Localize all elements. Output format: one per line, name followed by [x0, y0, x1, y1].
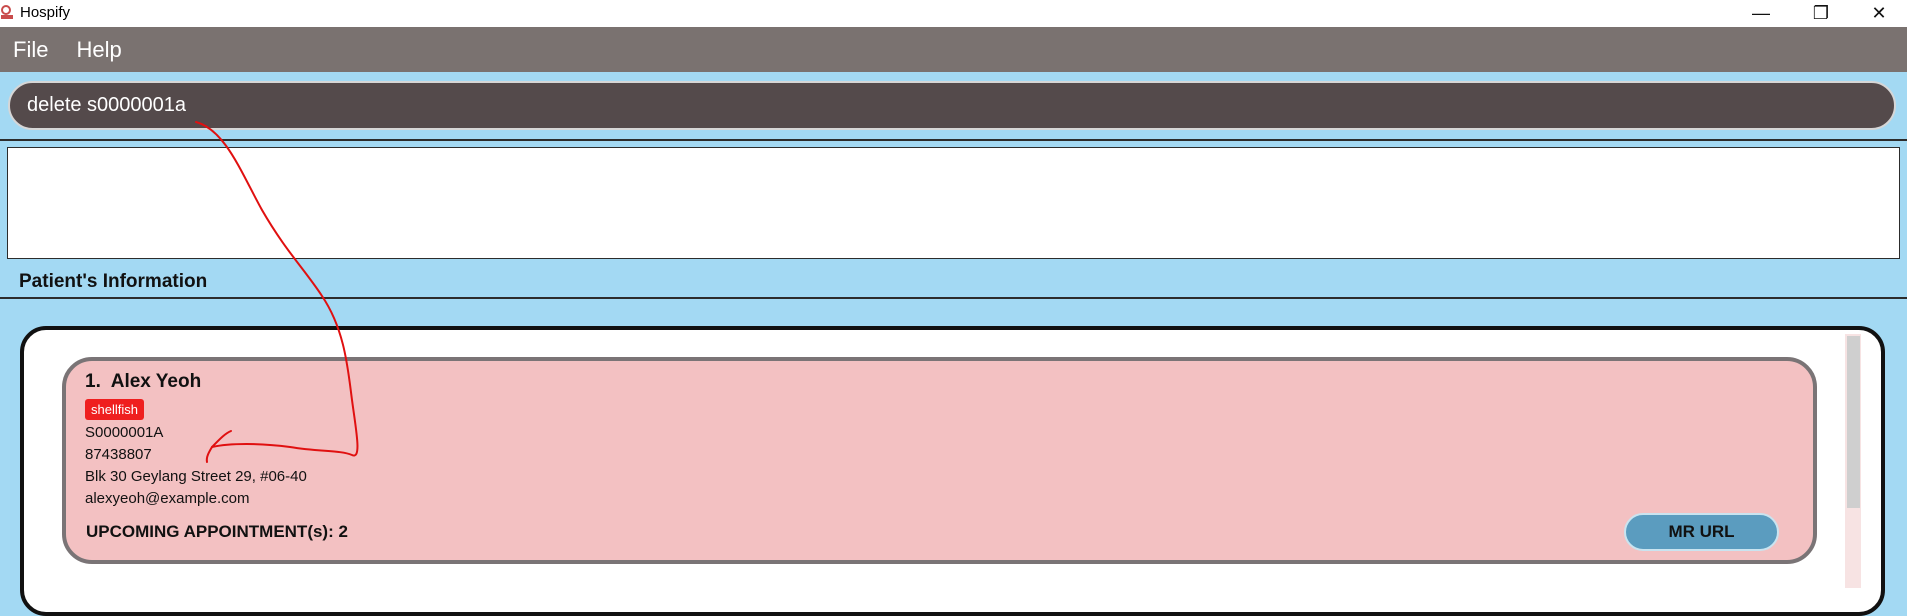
patient-email: alexyeoh@example.com [85, 490, 250, 507]
minimize-icon: — [1752, 3, 1770, 23]
restore-button[interactable]: ❐ [1798, 0, 1844, 27]
section-title: Patient's Information [19, 271, 208, 292]
section-divider [0, 297, 1907, 299]
patient-address: Blk 30 Geylang Street 29, #06-40 [85, 468, 307, 485]
allergy-tag: shellfish [85, 399, 144, 420]
command-box: delete s0000001a [0, 72, 1907, 141]
patient-name: 1. Alex Yeoh [85, 371, 201, 393]
patient-index: 1. [85, 371, 101, 392]
result-display [7, 147, 1900, 259]
close-icon: ✕ [1871, 3, 1887, 23]
close-button[interactable]: ✕ [1856, 0, 1902, 27]
app-logo-icon [1, 5, 13, 19]
menu-help[interactable]: Help [76, 36, 122, 62]
upcoming-appointments: UPCOMING APPOINTMENT(s): 2 [86, 522, 348, 541]
patient-nric: S0000001A [85, 424, 164, 441]
menu-file[interactable]: File [13, 36, 49, 62]
mr-url-button[interactable]: MR URL [1624, 513, 1779, 551]
patient-phone: 87438807 [85, 446, 152, 463]
patient-name-text: Alex Yeoh [110, 371, 202, 392]
menu-bar: File Help [0, 27, 1907, 72]
window-title: Hospify [20, 4, 71, 21]
title-bar: Hospify — ❐ ✕ [0, 0, 1907, 27]
minimize-button[interactable]: — [1738, 0, 1784, 27]
restore-icon: ❐ [1812, 3, 1830, 23]
command-input[interactable]: delete s0000001a [8, 81, 1896, 130]
scrollbar-thumb[interactable] [1847, 336, 1860, 508]
